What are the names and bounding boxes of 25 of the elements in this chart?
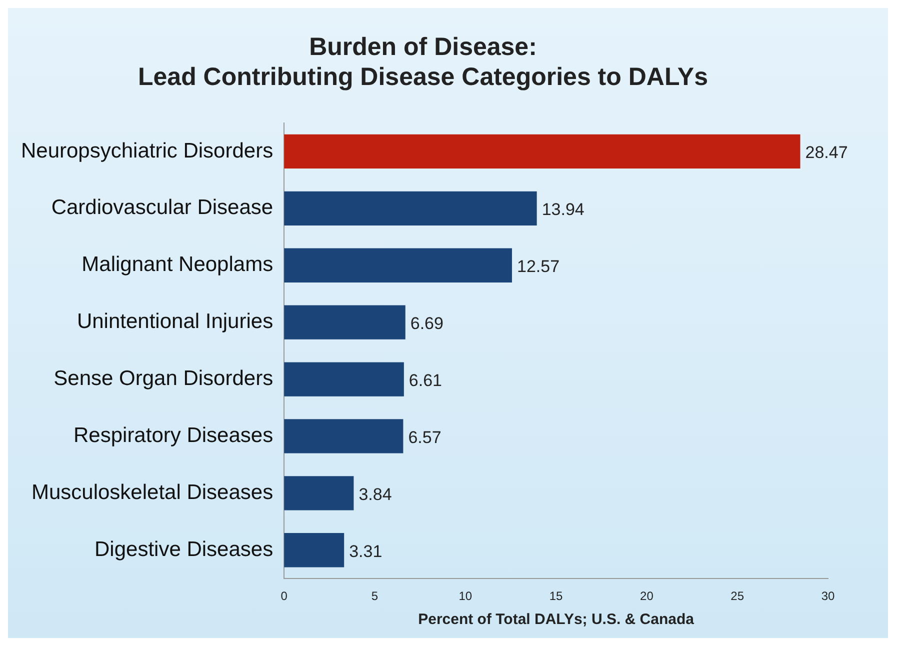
data-label: 13.94 (542, 200, 584, 220)
x-tick-label: 20 (640, 589, 654, 604)
y-tick-label: Sense Organ Disorders (54, 367, 274, 390)
y-tick-label: Neuropsychiatric Disorders (20, 139, 274, 162)
x-tick-label: 30 (821, 589, 835, 604)
data-label: 3.31 (349, 542, 382, 561)
x-tick-label: 10 (458, 589, 472, 604)
chart-title: Burden of Disease: Lead Contributing Disease Categories to DALYs (138, 32, 708, 91)
x-tick-label: 0 (280, 589, 288, 604)
y-tick-label: Cardiovascular Disease (51, 196, 274, 220)
y-tick-label: Musculoskeletal Diseases (31, 480, 274, 504)
x-tick-label: 5 (371, 589, 378, 604)
data-label: 12.57 (516, 257, 560, 276)
x-tick-label: 15 (549, 589, 564, 604)
data-label: 6.57 (408, 428, 442, 447)
y-tick-label: Digestive Diseases (94, 538, 274, 561)
data-label: 6.69 (410, 314, 444, 334)
x-tick-label: 25 (730, 589, 744, 604)
y-tick-label: Malignant Neoplams (82, 253, 274, 276)
data-label: 28.47 (805, 143, 848, 162)
y-tick-label: Unintentional Injuries (76, 310, 274, 334)
y-tick-label: Respiratory Diseases (74, 424, 274, 448)
x-axis-title: Percent of Total DALYs; U.S. & Canada (418, 611, 695, 628)
data-label: 3.84 (358, 484, 392, 504)
data-label: 6.61 (408, 370, 442, 390)
